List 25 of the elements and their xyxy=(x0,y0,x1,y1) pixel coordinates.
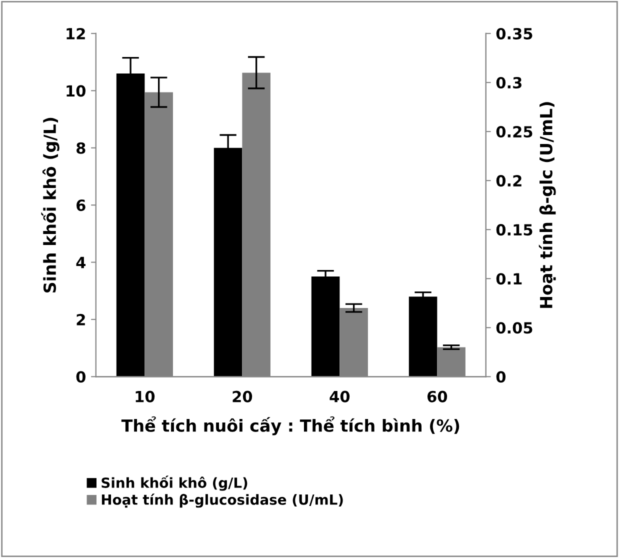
y-tick-label: 4 xyxy=(76,256,86,268)
y2-tick-label: 0.1 xyxy=(496,273,522,285)
y2-tick-label: 0.35 xyxy=(496,28,532,40)
y2-tick-label: 0.05 xyxy=(496,322,532,334)
y-tick-label: 2 xyxy=(76,314,85,326)
y2-tick-label: 0.15 xyxy=(496,224,532,236)
y2-tick-label: 0.2 xyxy=(496,175,522,187)
y2-tick-label: 0 xyxy=(496,371,506,383)
y2-axis-title: Hoạt tính β-glc (U/mL) xyxy=(538,102,556,308)
x-tick-label: 40 xyxy=(330,390,350,402)
bar xyxy=(408,296,438,377)
x-axis-title: Thể tích nuôi cấy : Thể tích bình (%) xyxy=(121,416,460,436)
y2-tick-label: 0.25 xyxy=(496,126,532,138)
y-tick-label: 12 xyxy=(66,28,85,40)
x-tick-label: 20 xyxy=(232,390,252,402)
y-tick-label: 0 xyxy=(76,371,86,383)
x-tick-label: 60 xyxy=(427,390,448,402)
y-tick-label: 6 xyxy=(76,200,86,212)
legend-label: Sinh khối khô (g/L) xyxy=(102,476,248,491)
x-tick-label: 10 xyxy=(136,390,155,402)
y-tick-label: 10 xyxy=(66,85,86,97)
y2-tick-label: 0.3 xyxy=(496,76,522,89)
y-axis-title: Sinh khối khô (g/L) xyxy=(41,118,60,292)
legend-label: Hoạt tính β-glucosidase (U/mL) xyxy=(102,494,343,508)
y-tick-label: 8 xyxy=(76,142,86,154)
